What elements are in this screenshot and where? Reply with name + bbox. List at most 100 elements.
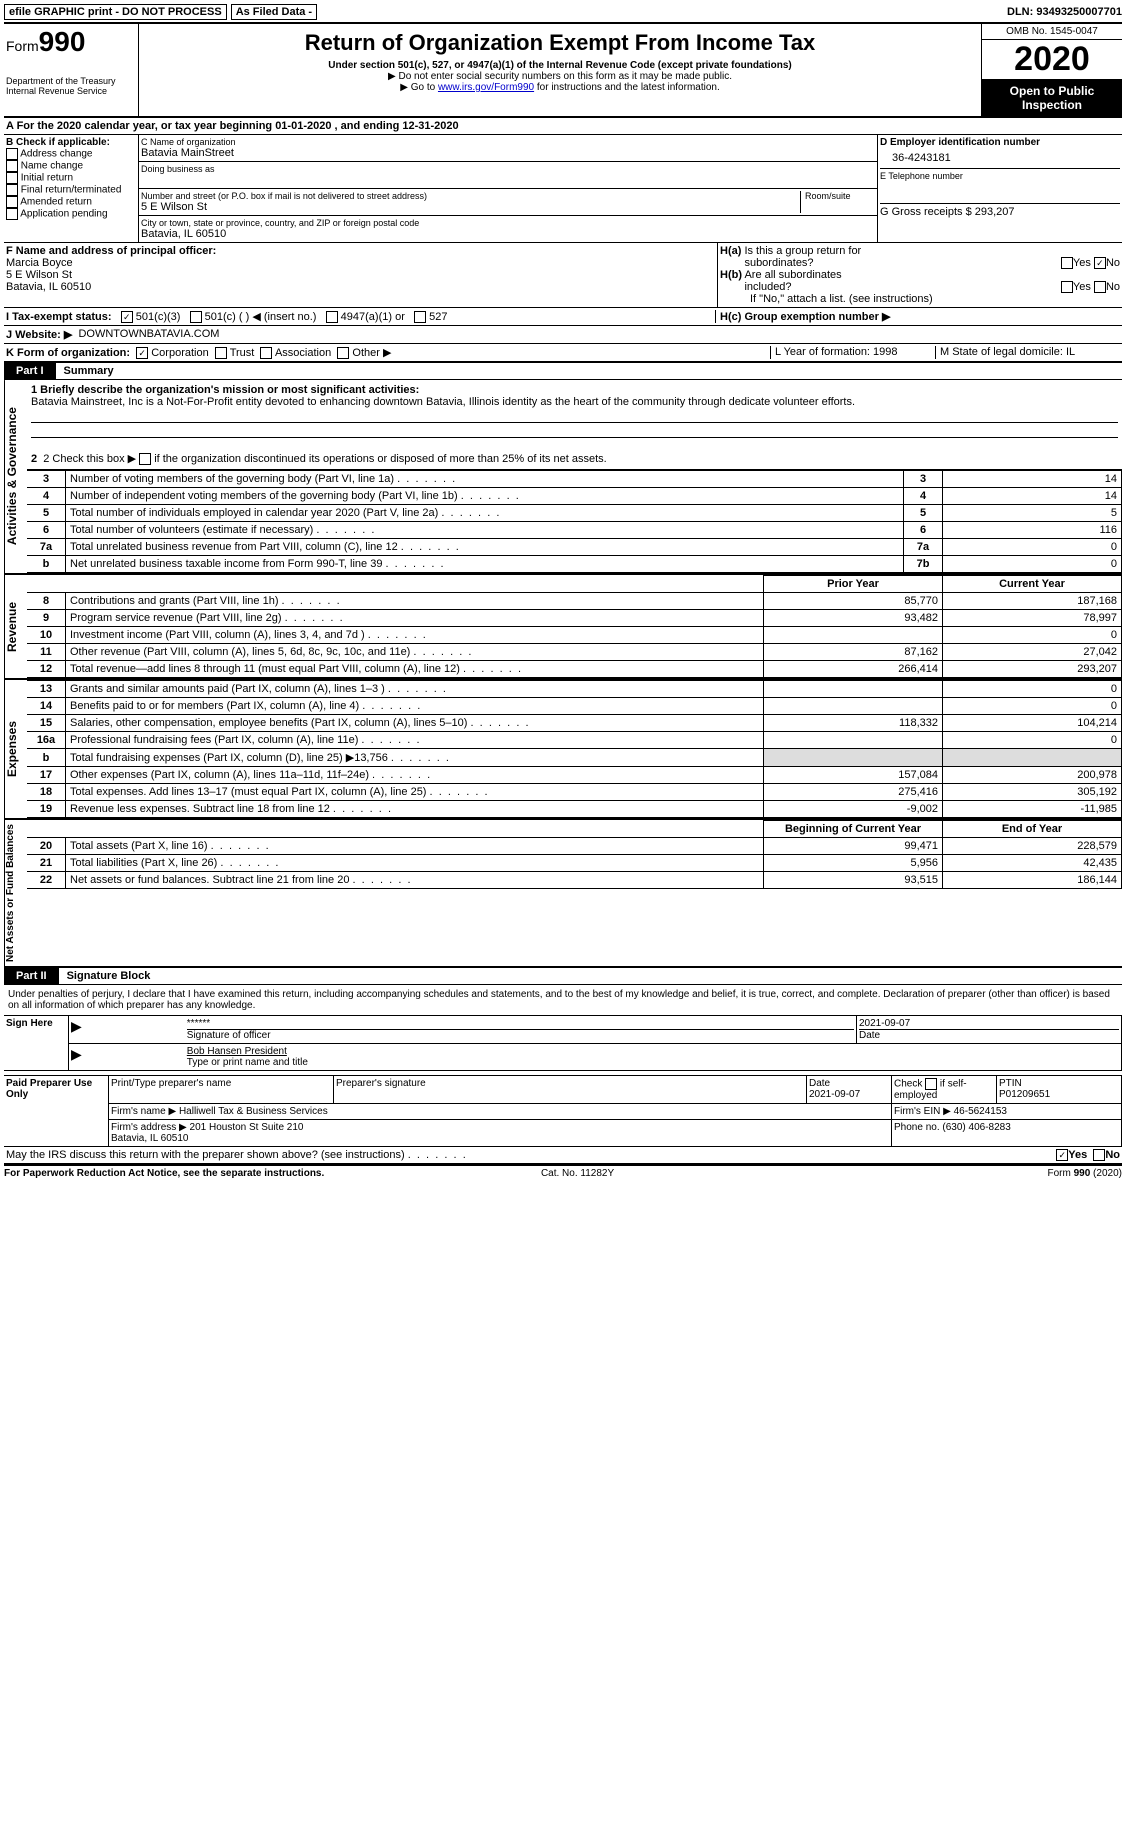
table-row: 18Total expenses. Add lines 13–17 (must … — [27, 784, 1122, 801]
col-c: C Name of organization Batavia MainStree… — [139, 135, 877, 242]
hb-no-checkbox[interactable] — [1094, 281, 1106, 293]
mission-text: Batavia Mainstreet, Inc is a Not-For-Pro… — [31, 396, 855, 408]
ein-label: D Employer identification number — [880, 137, 1120, 148]
form-header: Form990 Department of the Treasury Inter… — [4, 24, 1122, 118]
ptin-label: PTIN — [999, 1078, 1022, 1089]
sig-officer-label: Signature of officer — [187, 1030, 271, 1041]
cat-no: Cat. No. 11282Y — [541, 1168, 614, 1179]
b-checkbox[interactable] — [6, 172, 18, 184]
sig-date: 2021-09-07 — [859, 1018, 910, 1029]
col-b: B Check if applicable: Address change Na… — [4, 135, 139, 242]
city-state-zip: Batavia, IL 60510 — [141, 228, 875, 240]
net-table: Beginning of Current YearEnd of Year20To… — [27, 820, 1122, 889]
hb-instruction: If "No," attach a list. (see instruction… — [720, 293, 1120, 305]
table-row: 15Salaries, other compensation, employee… — [27, 715, 1122, 732]
part2-header: Part II Signature Block — [4, 968, 1122, 985]
firm-name-label: Firm's name ▶ — [111, 1106, 176, 1117]
top-bar: efile GRAPHIC print - DO NOT PROCESS As … — [4, 4, 1122, 24]
501c-checkbox[interactable] — [190, 311, 202, 323]
row-a-tax-year: A For the 2020 calendar year, or tax yea… — [4, 118, 1122, 135]
state-domicile: M State of legal domicile: IL — [935, 346, 1120, 359]
prep-sig-label: Preparer's signature — [336, 1078, 426, 1089]
prep-name-label: Print/Type preparer's name — [111, 1078, 231, 1089]
ha-no-checkbox[interactable]: ✓ — [1094, 257, 1106, 269]
hb-yes-checkbox[interactable] — [1061, 281, 1073, 293]
527-checkbox[interactable] — [414, 311, 426, 323]
corp-checkbox[interactable]: ✓ — [136, 347, 148, 359]
table-row: 9Program service revenue (Part VIII, lin… — [27, 610, 1122, 627]
self-employed-checkbox[interactable] — [925, 1078, 937, 1090]
table-row: 19Revenue less expenses. Subtract line 1… — [27, 801, 1122, 818]
officer-name: Marcia Boyce — [6, 257, 73, 269]
governance-table: 3Number of voting members of the governi… — [27, 470, 1122, 573]
other-checkbox[interactable] — [337, 347, 349, 359]
firm-addr-label: Firm's address ▶ — [111, 1122, 187, 1133]
table-row: 7aTotal unrelated business revenue from … — [27, 539, 1122, 556]
table-row: 5Total number of individuals employed in… — [27, 505, 1122, 522]
b-item: Final return/terminated — [6, 184, 136, 196]
discontinued-checkbox[interactable] — [139, 453, 151, 465]
paperwork-notice: For Paperwork Reduction Act Notice, see … — [4, 1168, 324, 1179]
ha-yes-checkbox[interactable] — [1061, 257, 1073, 269]
b-checkbox[interactable] — [6, 196, 18, 208]
irs-link[interactable]: www.irs.gov/Form990 — [438, 82, 534, 93]
paid-prep-label: Paid Preparer Use Only — [4, 1076, 109, 1147]
b-item: Address change — [6, 148, 136, 160]
dept-label: Department of the Treasury Internal Reve… — [6, 76, 136, 96]
b-item: Amended return — [6, 196, 136, 208]
ptin-value: P01209651 — [999, 1089, 1050, 1100]
discuss-no-checkbox[interactable] — [1093, 1149, 1105, 1161]
prep-date: 2021-09-07 — [809, 1089, 860, 1100]
revenue-table: Prior YearCurrent Year8Contributions and… — [27, 575, 1122, 678]
omb-number: OMB No. 1545-0047 — [982, 24, 1122, 40]
b-checkbox[interactable] — [6, 148, 18, 160]
table-row: 20Total assets (Part X, line 16)99,47122… — [27, 838, 1122, 855]
vert-expenses: Expenses — [4, 680, 27, 818]
preparer-table: Paid Preparer Use Only Print/Type prepar… — [4, 1075, 1122, 1147]
b-checkbox[interactable] — [6, 184, 18, 196]
footer: For Paperwork Reduction Act Notice, see … — [4, 1165, 1122, 1179]
governance-section: Activities & Governance 1 Briefly descri… — [4, 380, 1122, 575]
asfiled-label: As Filed Data - — [231, 4, 317, 20]
firm-name: Halliwell Tax & Business Services — [179, 1106, 328, 1117]
k-label: K Form of organization: — [6, 347, 130, 359]
b-checkbox[interactable] — [6, 208, 18, 220]
501c3-checkbox[interactable]: ✓ — [121, 311, 133, 323]
table-row: 21Total liabilities (Part X, line 26)5,9… — [27, 855, 1122, 872]
table-row: 3Number of voting members of the governi… — [27, 471, 1122, 488]
row-fh: F Name and address of principal officer:… — [4, 243, 1122, 308]
vert-revenue: Revenue — [4, 575, 27, 678]
prep-date-label: Date — [809, 1078, 830, 1089]
expenses-table: 13Grants and similar amounts paid (Part … — [27, 680, 1122, 818]
gross-receipts: G Gross receipts $ 293,207 — [880, 203, 1120, 218]
table-row: 22Net assets or fund balances. Subtract … — [27, 872, 1122, 889]
col-h: H(a) Is this a group return for subordin… — [718, 243, 1122, 307]
table-row: 14Benefits paid to or for members (Part … — [27, 698, 1122, 715]
section-bcd: B Check if applicable: Address change Na… — [4, 135, 1122, 243]
open-public: Open to Public Inspection — [982, 80, 1122, 116]
discuss-yes-checkbox[interactable]: ✓ — [1056, 1149, 1068, 1161]
officer-printed-name: Bob Hansen President — [187, 1046, 287, 1057]
part1-label: Part I — [4, 363, 56, 379]
tax-status-label: I Tax-exempt status: — [6, 311, 112, 323]
firm-phone-label: Phone no. — [894, 1122, 940, 1133]
room-label: Room/suite — [805, 191, 875, 201]
table-row: 11Other revenue (Part VIII, column (A), … — [27, 644, 1122, 661]
trust-checkbox[interactable] — [215, 347, 227, 359]
table-row: 17Other expenses (Part IX, column (A), l… — [27, 767, 1122, 784]
hc-label: H(c) Group exemption number ▶ — [720, 311, 890, 323]
sign-here-label: Sign Here — [4, 1016, 69, 1071]
street-address: 5 E Wilson St — [141, 201, 800, 213]
discuss-question: May the IRS discuss this return with the… — [6, 1149, 466, 1161]
part1-header: Part I Summary — [4, 363, 1122, 380]
firm-ein: 46-5624153 — [954, 1106, 1007, 1117]
4947-checkbox[interactable] — [326, 311, 338, 323]
b-checkbox[interactable] — [6, 160, 18, 172]
vert-governance: Activities & Governance — [4, 380, 27, 573]
vert-net: Net Assets or Fund Balances — [4, 820, 27, 966]
expenses-section: Expenses 13Grants and similar amounts pa… — [4, 680, 1122, 820]
tax-year: 2020 — [982, 40, 1122, 80]
table-row: bNet unrelated business taxable income f… — [27, 556, 1122, 573]
website-label: J Website: ▶ — [6, 328, 72, 341]
assoc-checkbox[interactable] — [260, 347, 272, 359]
